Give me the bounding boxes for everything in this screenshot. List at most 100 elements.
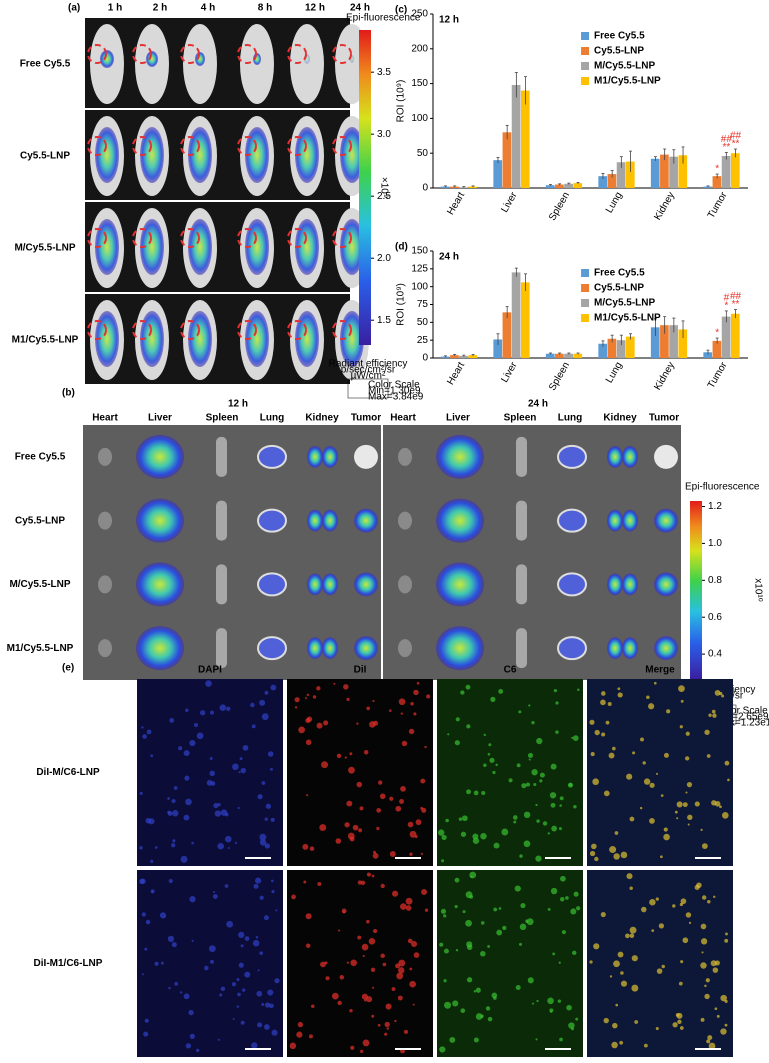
cell xyxy=(498,907,502,910)
bar xyxy=(678,329,688,358)
colorbar-title: Epi-fluorescence xyxy=(685,482,760,493)
cell xyxy=(724,1023,728,1027)
cell xyxy=(465,891,473,899)
cell xyxy=(613,960,620,968)
cell xyxy=(189,739,196,747)
cell xyxy=(319,824,327,832)
cell xyxy=(242,988,246,992)
cell xyxy=(270,767,273,771)
cell xyxy=(724,999,728,1003)
cell xyxy=(389,709,392,712)
cell xyxy=(366,872,371,877)
cell xyxy=(341,908,347,914)
cell xyxy=(539,772,545,778)
cell xyxy=(370,967,376,972)
cell xyxy=(232,763,239,771)
cell xyxy=(226,920,234,928)
cell xyxy=(455,949,459,952)
signal xyxy=(95,127,119,183)
cell xyxy=(239,757,243,761)
cell xyxy=(607,701,612,706)
cell xyxy=(409,967,413,971)
cell xyxy=(217,842,224,850)
cell xyxy=(631,955,638,962)
bar xyxy=(450,355,459,358)
cell xyxy=(150,754,154,758)
cell xyxy=(639,806,643,810)
cell xyxy=(547,997,554,1005)
colorbar-tick-label: 1.0 xyxy=(708,538,722,549)
cell xyxy=(655,897,659,901)
organ-label: Kidney xyxy=(305,413,339,424)
cell xyxy=(139,846,143,850)
cell xyxy=(414,835,418,839)
cell xyxy=(487,1016,493,1022)
time-label: 12 h xyxy=(305,3,325,14)
cell xyxy=(549,792,557,799)
cell xyxy=(589,960,593,964)
cell xyxy=(252,939,260,947)
signal xyxy=(140,127,164,183)
cell xyxy=(188,1009,194,1016)
cell xyxy=(171,942,177,948)
cell xyxy=(306,794,309,797)
cell xyxy=(700,938,708,945)
legend-swatch xyxy=(581,284,590,292)
cell xyxy=(400,786,406,792)
lung xyxy=(257,636,287,661)
liver xyxy=(436,434,484,479)
cell xyxy=(603,790,610,797)
cell xyxy=(658,923,665,929)
cell xyxy=(515,984,521,990)
cell xyxy=(526,918,534,926)
y-tick-label: 25 xyxy=(417,335,429,346)
kidney xyxy=(622,445,638,468)
tumor-marker xyxy=(87,320,107,340)
cell xyxy=(274,978,280,984)
cell xyxy=(704,984,707,988)
signal xyxy=(95,311,119,367)
cell xyxy=(600,911,606,918)
cell xyxy=(491,992,498,999)
y-tick-label: 50 xyxy=(417,317,429,328)
cell xyxy=(270,817,275,822)
tumor-marker xyxy=(87,136,107,156)
cell xyxy=(475,987,481,993)
cell xyxy=(209,756,213,760)
cell xyxy=(346,961,350,964)
panel-label: (b) xyxy=(62,388,75,399)
heart xyxy=(98,575,112,594)
cell xyxy=(549,1010,553,1013)
cell xyxy=(508,778,513,783)
cell xyxy=(663,833,670,841)
cell xyxy=(303,880,307,884)
y-axis-label: ROI (10⁹) xyxy=(396,283,407,326)
cell xyxy=(626,773,633,780)
cell xyxy=(386,1027,389,1030)
cell xyxy=(413,689,419,696)
spleen xyxy=(216,628,227,669)
cell xyxy=(264,817,268,821)
cell xyxy=(356,781,363,788)
kidney xyxy=(307,573,323,596)
cell xyxy=(172,810,179,817)
cell xyxy=(519,854,523,858)
cell xyxy=(557,999,562,1003)
kidney xyxy=(607,573,623,596)
tumor-marker xyxy=(287,136,307,156)
cell xyxy=(648,703,655,710)
cell xyxy=(677,1019,682,1025)
cell xyxy=(361,943,369,951)
significance-mark: ## xyxy=(721,134,733,145)
cell xyxy=(631,984,639,992)
colorbar-note: Min=1.30e9 xyxy=(368,386,421,397)
cell xyxy=(649,782,655,788)
cell xyxy=(142,734,147,739)
cell xyxy=(150,859,154,863)
cell xyxy=(259,833,267,841)
cell xyxy=(570,908,577,915)
colorbar-tick-label: 3.0 xyxy=(377,129,391,140)
cell xyxy=(660,794,664,797)
cell xyxy=(403,1029,409,1034)
